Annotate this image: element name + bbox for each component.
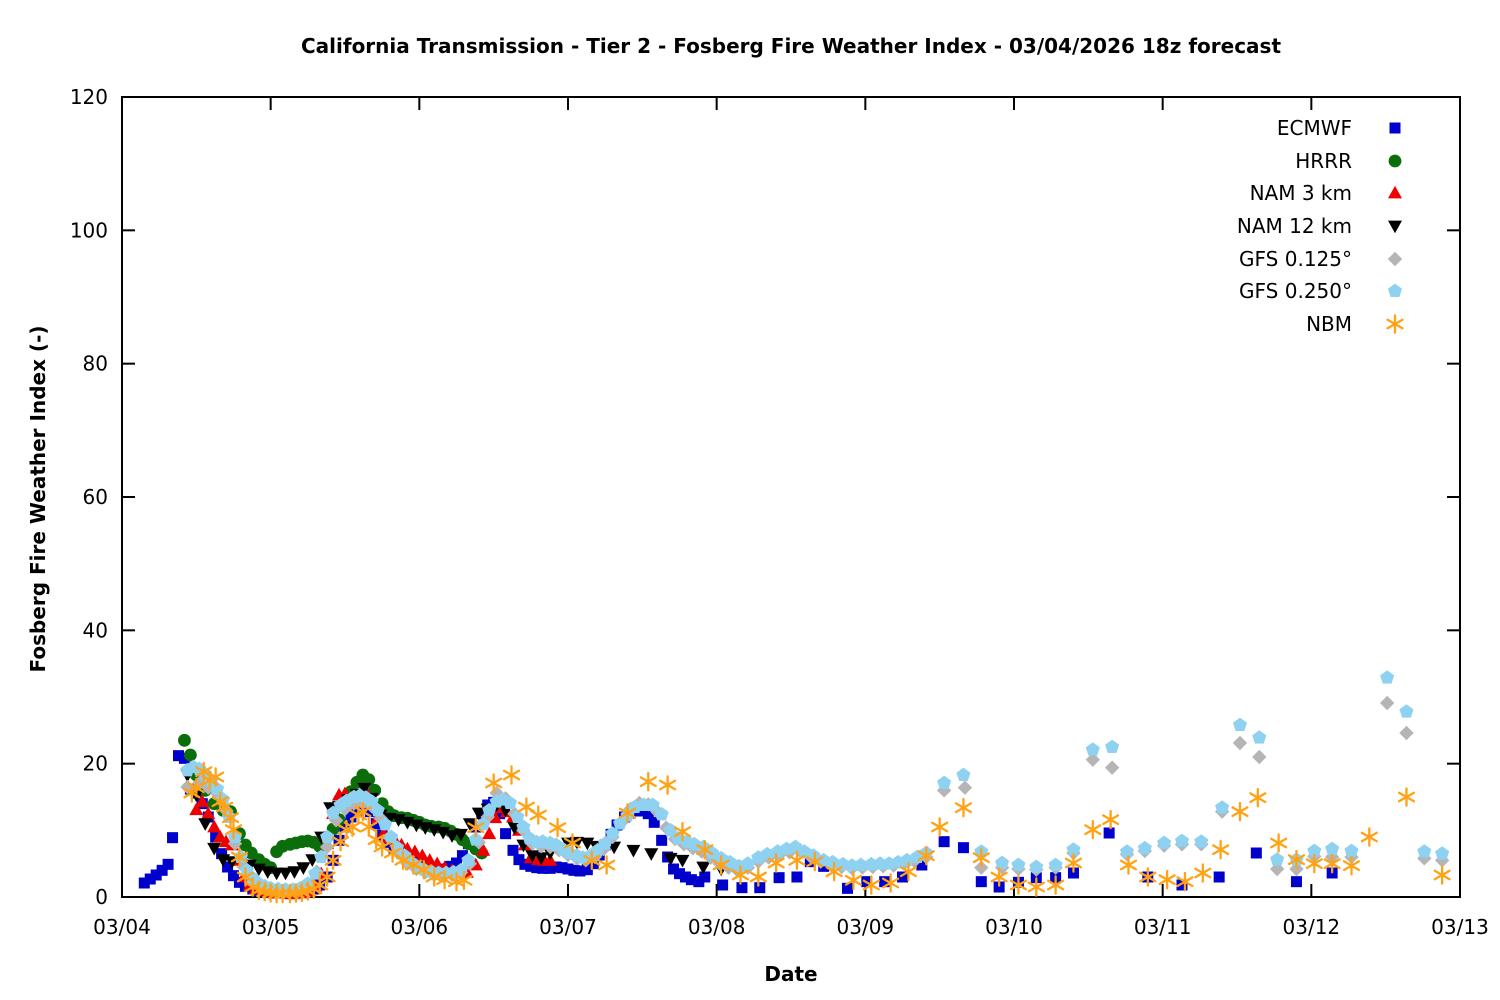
legend-item-gfs0125: GFS 0.125° <box>1237 242 1408 275</box>
svg-text:40: 40 <box>83 618 108 642</box>
triangle-down-marker-icon <box>1382 213 1408 239</box>
svg-text:120: 120 <box>70 85 108 109</box>
y-axis-title: Fosberg Fire Weather Index (-) <box>26 325 50 673</box>
legend-item-hrrr: HRRR <box>1237 145 1408 178</box>
svg-text:03/11: 03/11 <box>1134 915 1192 939</box>
series-nbm <box>183 761 1451 904</box>
triangle-up-marker-icon <box>1382 180 1408 206</box>
legend-label: NBM <box>1306 311 1352 336</box>
svg-text:03/06: 03/06 <box>391 915 449 939</box>
diamond-marker-icon <box>1382 246 1408 272</box>
legend-item-nbm: NBM <box>1237 308 1408 341</box>
legend-label: ECMWF <box>1276 116 1352 141</box>
svg-text:0: 0 <box>95 885 108 909</box>
svg-text:03/09: 03/09 <box>837 915 895 939</box>
svg-text:20: 20 <box>83 752 108 776</box>
legend: ECMWF HRRR NAM 3 km NAM 12 km GFS 0.125°… <box>1237 112 1408 340</box>
square-marker-icon <box>1382 115 1408 141</box>
x-axis-title: Date <box>764 962 818 986</box>
svg-text:60: 60 <box>83 485 108 509</box>
svg-text:03/07: 03/07 <box>539 915 597 939</box>
circle-marker-icon <box>1382 148 1408 174</box>
chart-title: California Transmission - Tier 2 - Fosbe… <box>300 34 1282 58</box>
svg-text:03/13: 03/13 <box>1431 915 1489 939</box>
legend-label: GFS 0.125° <box>1239 246 1352 271</box>
svg-text:03/04: 03/04 <box>93 915 151 939</box>
svg-text:100: 100 <box>70 218 108 242</box>
legend-item-nam12km: NAM 12 km <box>1237 210 1408 243</box>
svg-text:03/10: 03/10 <box>985 915 1043 939</box>
pentagon-marker-icon <box>1382 278 1408 304</box>
legend-label: NAM 12 km <box>1236 214 1352 239</box>
legend-item-gfs0250: GFS 0.250° <box>1237 275 1408 308</box>
svg-text:03/08: 03/08 <box>688 915 746 939</box>
legend-item-nam3km: NAM 3 km <box>1237 177 1408 210</box>
legend-item-ecmwf: ECMWF <box>1237 112 1408 145</box>
legend-label: HRRR <box>1295 148 1352 173</box>
svg-text:03/12: 03/12 <box>1283 915 1341 939</box>
legend-label: NAM 3 km <box>1249 181 1352 206</box>
svg-text:80: 80 <box>83 352 108 376</box>
asterisk-marker-icon <box>1382 311 1408 337</box>
legend-label: GFS 0.250° <box>1239 279 1352 304</box>
svg-text:03/05: 03/05 <box>242 915 300 939</box>
